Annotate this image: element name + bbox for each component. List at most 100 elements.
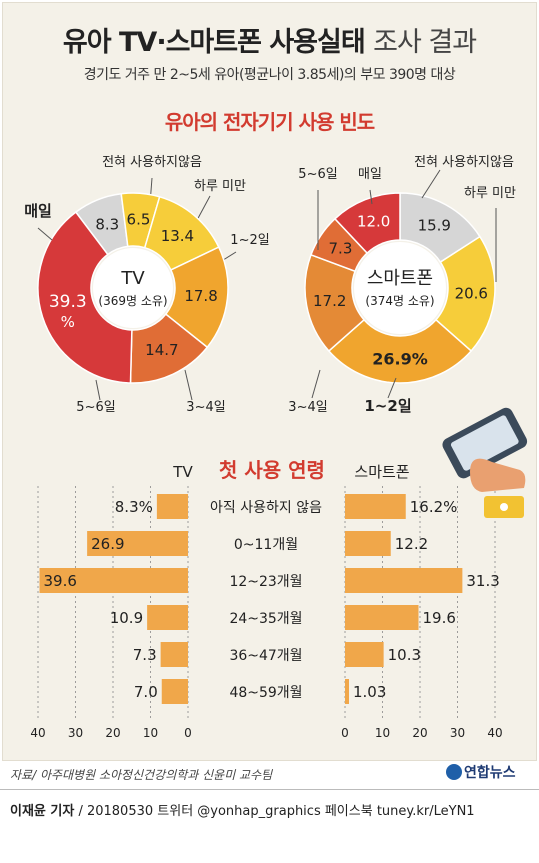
infographic-panel xyxy=(2,2,537,761)
donut1-leader-3 xyxy=(184,369,193,401)
tv-bar-3 xyxy=(147,605,188,630)
smartphone-value-1: 12.2 xyxy=(395,535,428,553)
donut2-slice-2 xyxy=(327,318,473,384)
section-usage-frequency-title: 유아의 전자기기 사용 빈도 xyxy=(164,110,375,134)
yonhap-logo-icon xyxy=(446,764,462,780)
donut2-value-0: 15.9 xyxy=(418,216,451,234)
donut2-value-4: 7.3 xyxy=(329,239,353,257)
donut2-leader-2 xyxy=(387,377,397,399)
tv-bar-5 xyxy=(161,679,188,704)
category-label-4: 36~47개월 xyxy=(229,648,302,664)
donut2-center-label: 스마트폰 xyxy=(367,268,433,289)
donut1-label-4: 5~6일 xyxy=(76,400,115,415)
chart-canvas: 8.3 전혀 사용하지않음 6.5 하루 미만 13.4 1~2일 17.8 3~4일 14.7… xyxy=(24,155,528,740)
donut1-value-4: 14.7 xyxy=(145,341,178,359)
footer-divider xyxy=(0,789,539,790)
donut2-label-1: 하루 미만 xyxy=(464,186,516,201)
category-label-0: 아직 사용하지 않음 xyxy=(210,500,322,516)
donut1-value-2: 13.4 xyxy=(161,227,194,245)
donut1-center-sub: (369명 소유) xyxy=(98,294,167,308)
donut2-value-3: 17.2 xyxy=(313,292,346,310)
tv-bar-0 xyxy=(156,494,188,519)
smartphone-bar-1 xyxy=(345,531,391,556)
credit-rest: / 20180530 트위터 @yonhap_graphics 페이스북 tun… xyxy=(74,804,475,819)
donut1-value-5-unit: % xyxy=(61,313,75,331)
x-tick-right-4: 40 xyxy=(487,726,502,740)
category-label-1: 0~11개월 xyxy=(234,537,298,553)
smartphone-value-3: 19.6 xyxy=(423,609,456,627)
x-tick-left-4: 0 xyxy=(184,726,192,740)
phone-hand-illustration xyxy=(442,407,528,479)
category-label-2: 12~23개월 xyxy=(229,574,302,590)
phone-screen xyxy=(450,415,519,471)
smartphone-bar-3 xyxy=(345,605,419,630)
donut2-label-3: 3~4일 xyxy=(288,400,327,415)
page-title: 유아 TV·스마트폰 사용실태 조사 결과 xyxy=(0,20,539,59)
x-tick-right-0: 0 xyxy=(341,726,349,740)
donut1-label-3: 3~4일 xyxy=(186,400,225,415)
x-tick-right-3: 30 xyxy=(450,726,465,740)
donut2-slice-5 xyxy=(333,192,401,255)
donut2-leader-5 xyxy=(369,189,373,205)
smartphone-bar-0 xyxy=(345,494,406,519)
smartphone-value-2: 31.3 xyxy=(466,572,499,590)
donut2-label-4: 5~6일 xyxy=(298,167,337,182)
page-subtitle: 경기도 거주 만 2~5세 유아(평균나이 3.85세)의 부모 390명 대상 xyxy=(83,67,456,83)
title-main: 유아 TV·스마트폰 사용실태 xyxy=(62,27,366,58)
donut2-leader-3 xyxy=(311,369,321,399)
donut1-label-2: 1~2일 xyxy=(230,233,269,248)
donut1-value-5: 39.3 xyxy=(49,292,87,312)
donut1-leader-4 xyxy=(95,379,101,401)
donut2-value-2: 26.9% xyxy=(372,350,428,369)
donut1-label-0: 전혀 사용하지않음 xyxy=(102,155,202,170)
reporter-name: 이재윤 기자 xyxy=(10,804,75,819)
donut1-value-3: 17.8 xyxy=(184,287,217,305)
source-note: 자료/ 아주대병원 소아정신건강의학과 신윤미 교수팀 xyxy=(10,768,273,782)
tv-value-5: 7.0 xyxy=(134,683,158,701)
donut2-center xyxy=(354,242,446,334)
series-label-tv: TV xyxy=(172,463,193,481)
category-label-3: 24~35개월 xyxy=(229,611,302,627)
x-tick-left-1: 30 xyxy=(68,726,83,740)
smartphone-bar-2 xyxy=(345,568,463,593)
x-tick-right-1: 10 xyxy=(375,726,390,740)
smartphone-value-4: 10.3 xyxy=(388,646,421,664)
tv-bar-2 xyxy=(39,568,188,593)
tv-value-0: 8.3% xyxy=(115,498,153,516)
donut2-label-5: 매일 xyxy=(358,167,382,182)
tv-value-1: 26.9 xyxy=(91,535,124,553)
smartphone-bar-4 xyxy=(345,642,384,667)
donut1-leader-1 xyxy=(195,195,211,223)
tv-value-4: 7.3 xyxy=(133,646,157,664)
section-first-use-age-title: 첫 사용 연령 xyxy=(219,458,325,482)
donut1-center xyxy=(93,248,173,328)
x-tick-right-2: 20 xyxy=(412,726,427,740)
donut2-slice-1 xyxy=(434,235,496,353)
x-tick-left-2: 20 xyxy=(105,726,120,740)
donut1-label-1: 하루 미만 xyxy=(194,179,246,194)
donut2-center-sub: (374명 소유) xyxy=(365,294,434,308)
donut1-leader-5 xyxy=(37,227,53,241)
donut1-center-label: TV xyxy=(120,268,145,289)
sleeve-button-icon xyxy=(500,503,508,511)
tv-value-3: 10.9 xyxy=(110,609,143,627)
tv-value-2: 39.6 xyxy=(44,572,77,590)
donut1-value-1: 6.5 xyxy=(127,211,151,229)
series-label-smartphone: 스마트폰 xyxy=(354,463,409,481)
yonhap-logo: 연합뉴스 xyxy=(446,762,516,782)
title-light: 조사 결과 xyxy=(373,27,477,58)
donut1-value-0: 8.3 xyxy=(95,216,119,234)
donut2-label-2: 1~2일 xyxy=(364,397,411,415)
donut2-value-5: 12.0 xyxy=(357,213,390,231)
hand-icon xyxy=(470,458,526,492)
smartphone-value-5: 1.03 xyxy=(353,683,386,701)
smartphone-value-0: 16.2% xyxy=(410,498,458,516)
tv-bar-1 xyxy=(87,531,188,556)
credit-line: 이재윤 기자 / 20180530 트위터 @yonhap_graphics 페… xyxy=(10,800,475,819)
donut1-slice-3 xyxy=(164,246,229,349)
smartphone-bar-5 xyxy=(345,679,349,704)
donut1-slice-5 xyxy=(37,211,133,384)
x-tick-left-3: 10 xyxy=(143,726,158,740)
logo-text: 연합뉴스 xyxy=(464,765,516,781)
donut2-leader-0 xyxy=(421,169,441,199)
